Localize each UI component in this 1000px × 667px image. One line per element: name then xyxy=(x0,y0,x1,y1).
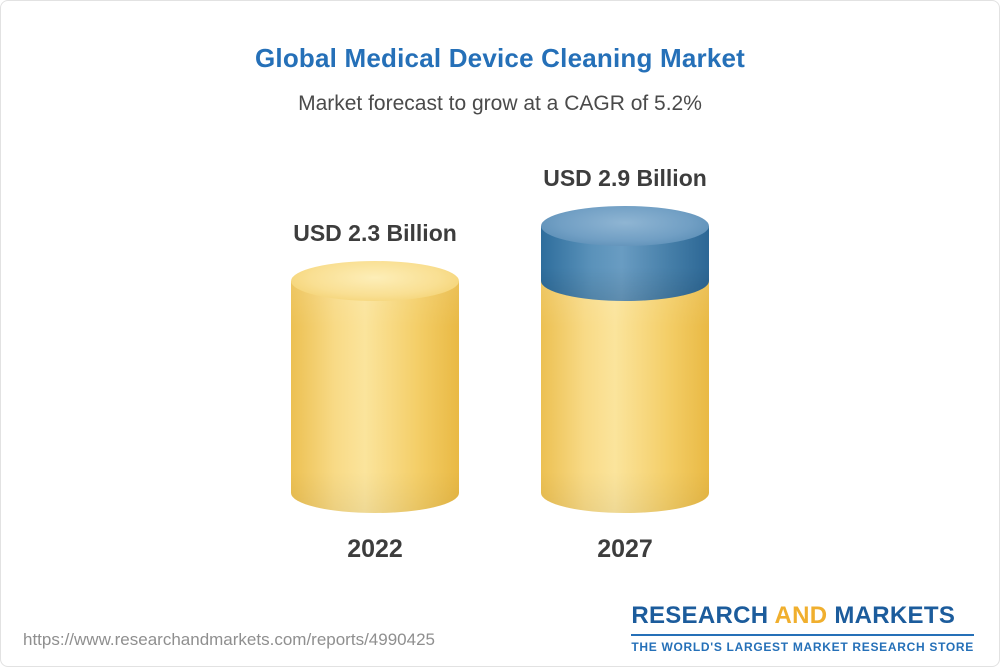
cylinder-body-2022 xyxy=(291,281,459,513)
logo-word-research: RESEARCH xyxy=(631,602,769,629)
source-url-link[interactable]: https://www.researchandmarkets.com/repor… xyxy=(23,630,435,649)
cylinder-top-2027 xyxy=(541,206,709,247)
logo-wordmark: RESEARCH AND MARKETS xyxy=(631,602,974,630)
cylinder-2022 xyxy=(291,261,459,513)
page-subtitle: Market forecast to grow at a CAGR of 5.2… xyxy=(298,92,702,115)
cylinder-2027 xyxy=(541,206,709,513)
bar-group-2022: USD 2.3 Billion 2022 xyxy=(255,220,495,564)
base-segment-2027 xyxy=(541,281,709,513)
category-label-2022: 2022 xyxy=(347,535,403,563)
category-label-2027: 2027 xyxy=(597,535,653,563)
logo-word-markets: MARKETS xyxy=(834,602,956,629)
logo-divider xyxy=(631,634,974,636)
page-title: Global Medical Device Cleaning Market xyxy=(255,43,745,73)
header: Global Medical Device Cleaning Market Ma… xyxy=(1,43,999,116)
logo-word-and: AND xyxy=(774,602,828,629)
cylinder-top-2022 xyxy=(291,261,459,302)
bar-group-2027: USD 2.9 Billion 2027 xyxy=(505,165,745,564)
value-label-2022: USD 2.3 Billion xyxy=(293,220,457,247)
cylinder-bar-chart: USD 2.3 Billion 2022 USD 2.9 Billion 202… xyxy=(1,141,999,564)
growth-segment-2027 xyxy=(541,206,709,302)
research-and-markets-logo: RESEARCH AND MARKETS THE WORLD'S LARGEST… xyxy=(631,602,974,654)
logo-tagline: THE WORLD'S LARGEST MARKET RESEARCH STOR… xyxy=(631,640,974,654)
value-label-2027: USD 2.9 Billion xyxy=(543,165,707,192)
